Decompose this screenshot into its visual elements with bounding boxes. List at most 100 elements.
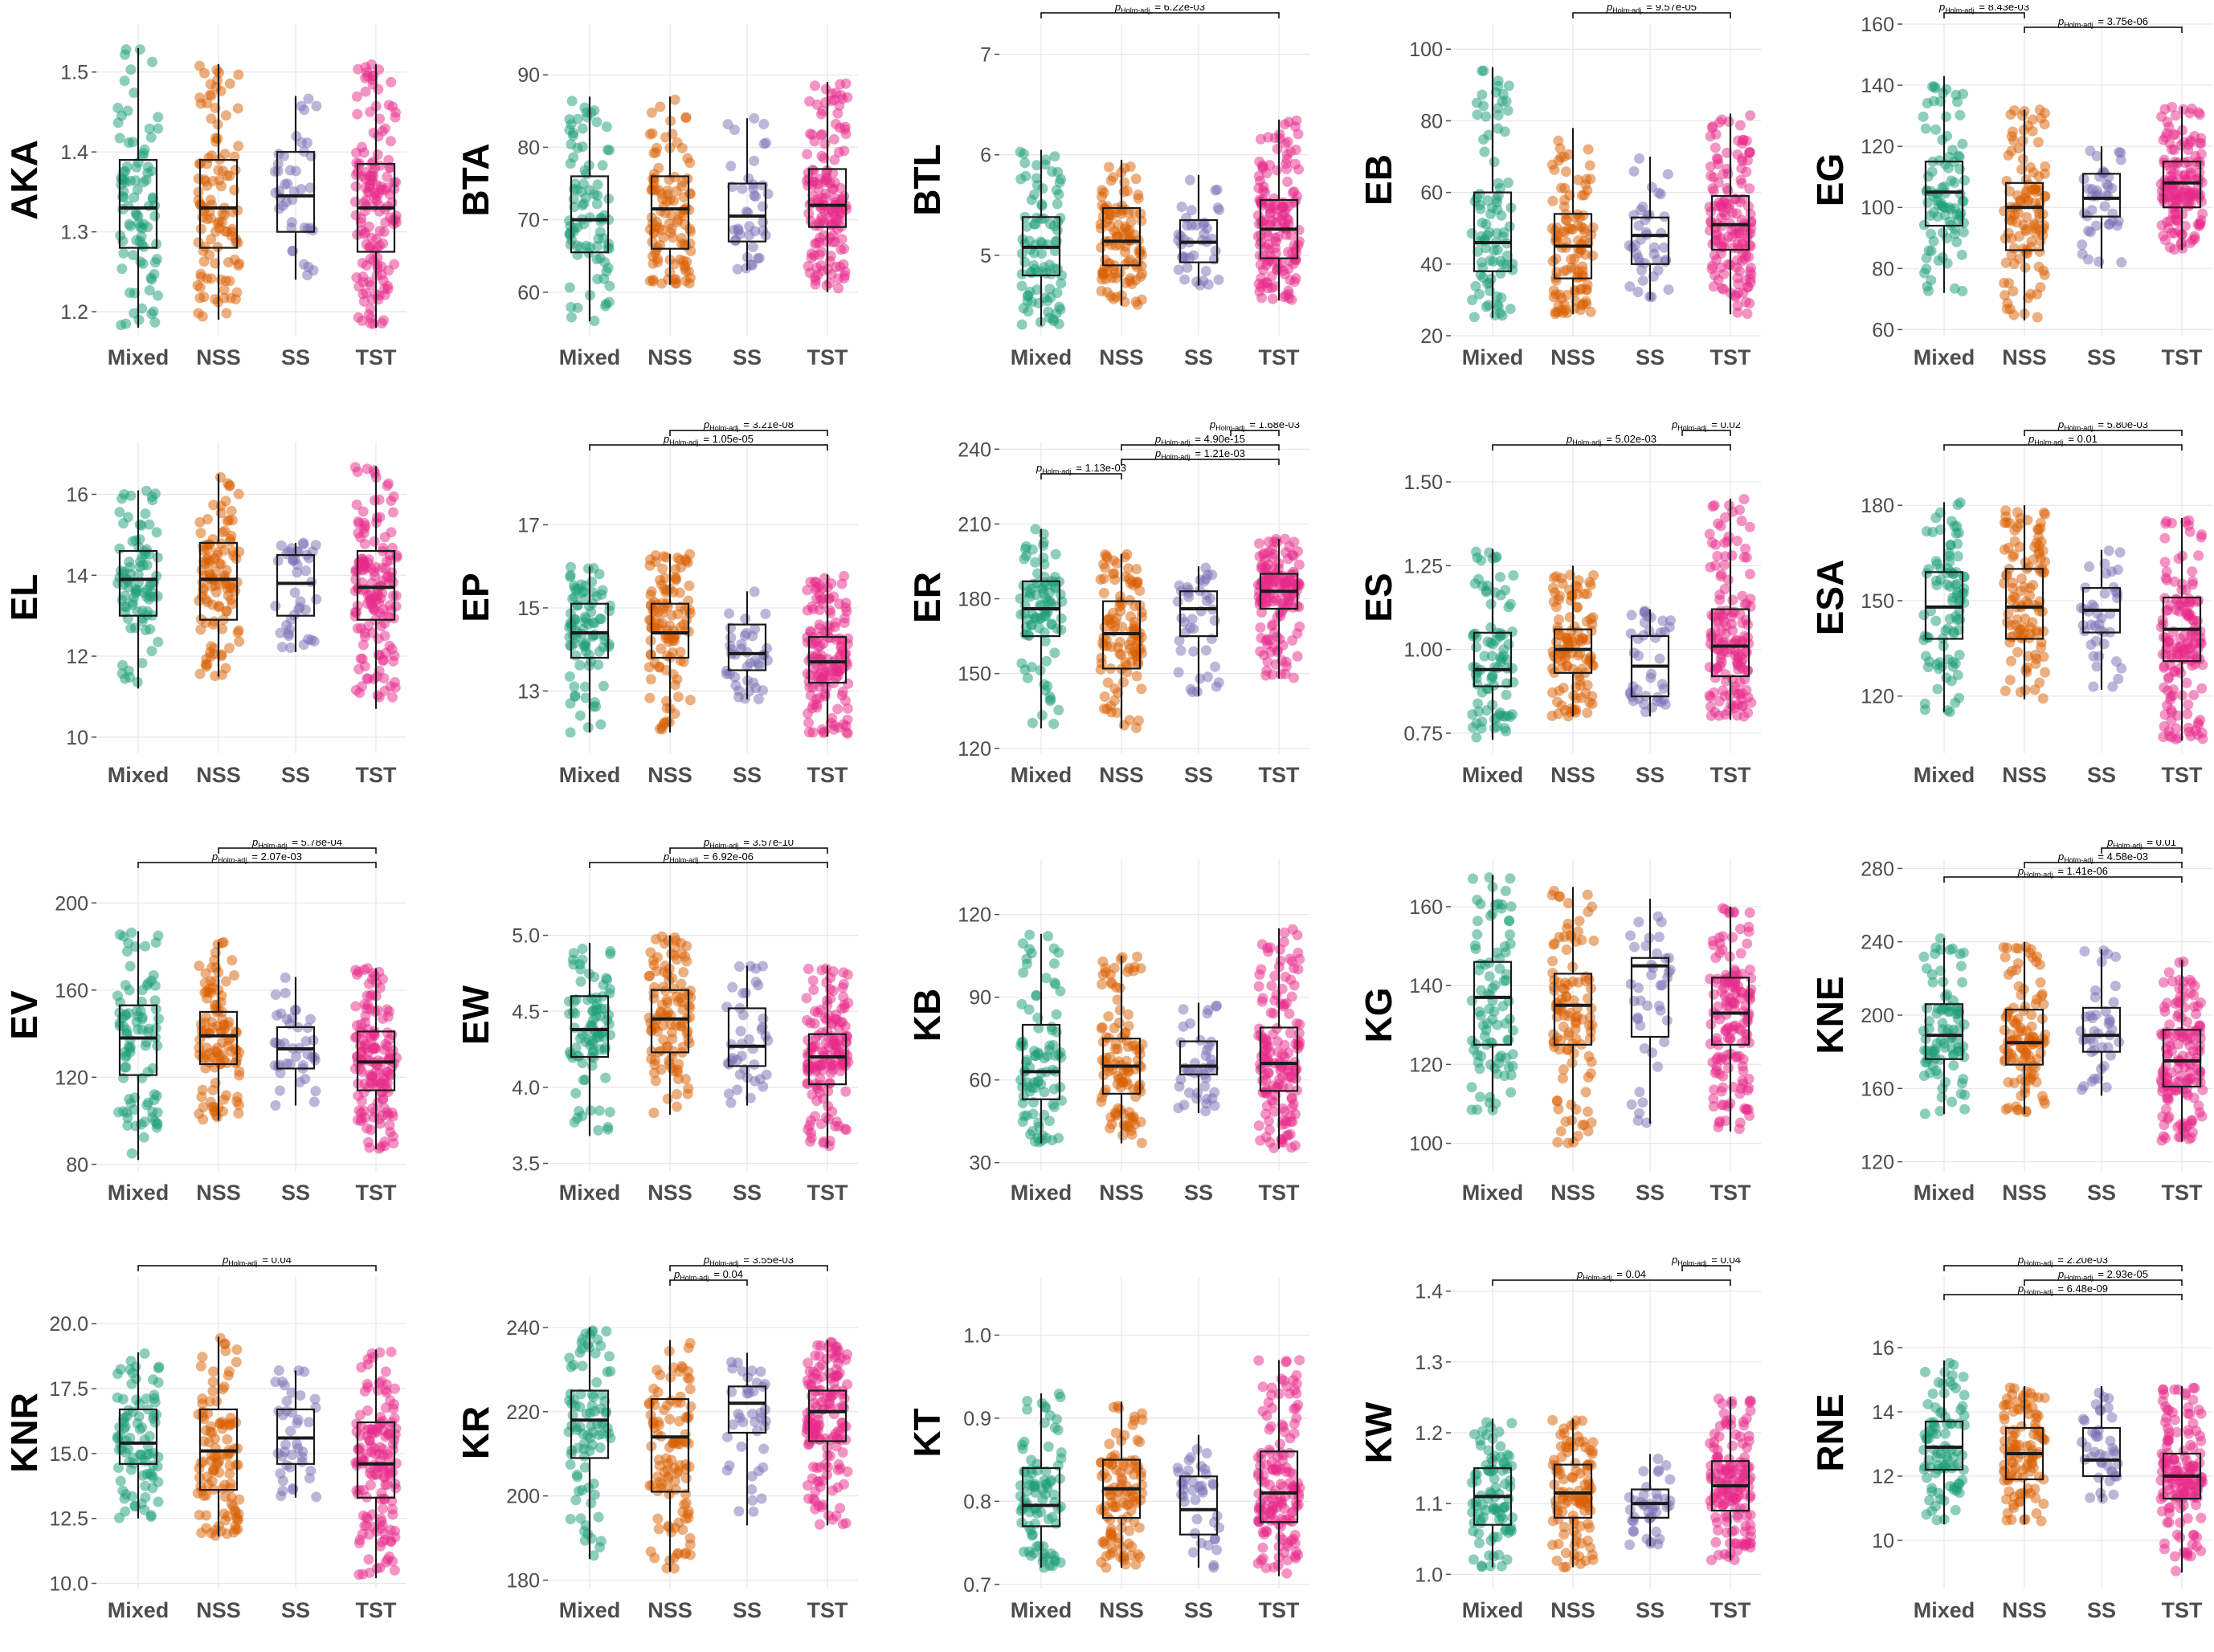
data-point (569, 184, 579, 194)
y-axis-label: ES (1361, 573, 1399, 622)
data-point (604, 639, 615, 650)
data-point (569, 681, 579, 691)
data-point (803, 261, 814, 271)
data-point (360, 661, 370, 671)
data-point (1937, 135, 1947, 145)
data-point (1279, 292, 1289, 302)
data-point (211, 65, 222, 75)
y-tick-label: 14 (66, 565, 88, 587)
data-point (568, 152, 578, 162)
data-point (355, 532, 366, 543)
data-point (1290, 121, 1301, 132)
data-point (657, 564, 668, 574)
data-point (1133, 190, 1143, 200)
data-point (1123, 563, 1134, 573)
data-point (1931, 576, 1942, 586)
data-point (135, 561, 145, 572)
data-point (213, 165, 223, 175)
data-point (2008, 549, 2019, 560)
data-point (2091, 636, 2102, 647)
y-tick-label: 120 (958, 738, 991, 761)
y-tick-label: 140 (1861, 75, 1894, 97)
data-point (1742, 665, 1753, 675)
bracket-line (2024, 27, 2182, 33)
x-tick-label: SS (1184, 763, 1213, 787)
data-point (2018, 154, 2028, 165)
data-point (1264, 203, 1275, 214)
data-point (2111, 656, 2122, 667)
data-point (202, 514, 213, 524)
data-point (2160, 132, 2171, 142)
data-point (1041, 656, 1052, 667)
data-point (1957, 250, 1967, 260)
data-point (1109, 683, 1120, 694)
data-point (2016, 573, 2027, 584)
data-point (754, 694, 764, 704)
data-point (1952, 96, 1963, 107)
data-point (1585, 161, 1595, 171)
data-point (824, 623, 835, 634)
data-point (1746, 269, 1756, 279)
significance-bracket: pHolm-adj. = 8.43e-03 (1938, 5, 2029, 18)
data-point (1508, 570, 1518, 581)
data-point (296, 184, 306, 194)
data-point (730, 235, 741, 246)
data-point (1267, 283, 1277, 293)
data-point (149, 1089, 160, 1099)
data-point (1705, 690, 1715, 700)
data-point (1740, 544, 1750, 554)
y-tick-label: 3.5 (512, 1153, 540, 1176)
data-point (1951, 611, 1961, 622)
data-point (804, 96, 815, 107)
data-point (351, 181, 362, 191)
data-point (749, 156, 759, 166)
data-point (153, 1014, 164, 1024)
data-point (1020, 544, 1031, 554)
data-point (380, 1039, 390, 1050)
y-tick-label: 40 (1420, 254, 1443, 276)
data-point (1481, 302, 1492, 312)
data-point (1584, 577, 1595, 587)
data-point (570, 691, 580, 701)
data-point (126, 928, 137, 938)
data-point (1652, 692, 1663, 703)
data-point (1930, 124, 1941, 135)
data-point (1096, 664, 1106, 675)
y-tick-label: 20 (1420, 325, 1443, 348)
data-point (2092, 186, 2102, 196)
data-point (740, 614, 750, 624)
data-point (1742, 308, 1753, 319)
y-tick-label: 70 (517, 210, 540, 232)
data-point (204, 250, 214, 260)
y-tick-label: 90 (517, 64, 540, 87)
data-point (1941, 112, 1951, 122)
data-point (1959, 588, 1969, 598)
data-point (1705, 161, 1716, 172)
data-point (1732, 657, 1742, 667)
data-point (224, 1017, 235, 1027)
data-point (824, 278, 835, 288)
data-point (1037, 710, 1048, 720)
data-point (1551, 254, 1562, 264)
data-point (583, 619, 594, 630)
data-point (802, 149, 812, 159)
data-point (1587, 251, 1598, 261)
data-point (1569, 254, 1579, 264)
data-point (388, 507, 398, 517)
x-tick-label: NSS (1550, 345, 1595, 369)
data-point (593, 1125, 603, 1136)
data-point (588, 1015, 598, 1026)
data-point (357, 1096, 367, 1107)
data-point (1735, 120, 1746, 131)
data-point (137, 606, 148, 616)
data-point (1281, 158, 1291, 169)
data-point (1937, 661, 1947, 671)
data-point (805, 128, 815, 139)
x-tick-label: NSS (2002, 345, 2047, 369)
data-point (2195, 109, 2205, 120)
data-point (1583, 144, 1594, 154)
data-point (1476, 555, 1486, 565)
data-point (308, 265, 319, 275)
data-point (229, 185, 239, 195)
